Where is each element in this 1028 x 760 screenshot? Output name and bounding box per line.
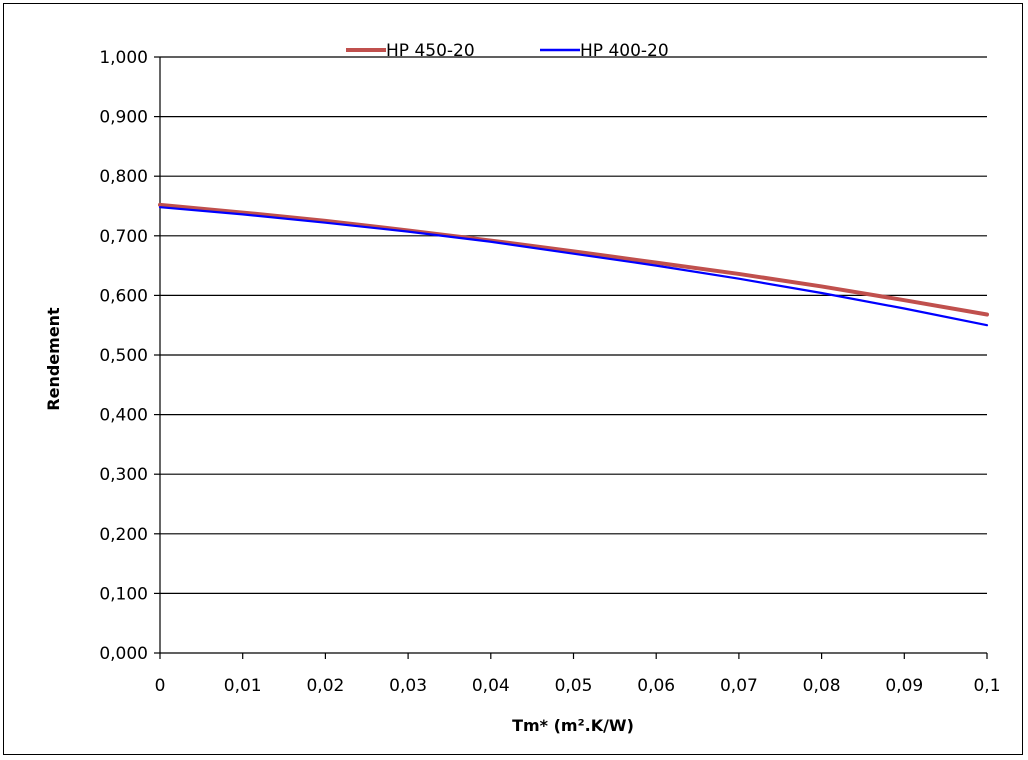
x-tick-label: 0,01 [224,676,262,696]
legend: HP 450-20 HP 400-20 [346,41,669,61]
x-tick-label: 0,09 [885,676,923,696]
x-tick-label: 0,1 [973,676,1000,696]
y-axis-title: Rendement [44,307,63,411]
y-tick-label: 0,900 [99,108,148,128]
legend-label-2: HP 400-20 [580,41,669,61]
y-tick-label: 0,200 [99,525,148,545]
x-tick-label: 0 [155,676,166,696]
x-tick-label: 0,08 [803,676,841,696]
y-tick-label: 0,400 [99,406,148,426]
grid-lines [160,56,987,595]
series-line-1 [158,202,989,317]
y-tick-label: 0,600 [99,286,148,306]
series-lines [158,202,989,327]
x-tick-label: 0,05 [555,676,593,696]
y-tick-label: 0,000 [99,644,148,664]
y-tick-label: 0,800 [99,167,148,187]
x-tick-label: 0,06 [637,676,675,696]
legend-label-1: HP 450-20 [386,41,475,61]
y-tick-labels: 0,000 0,100 0,200 0,300 0,400 0,500 0,600 0,700… [99,48,148,664]
chart-area: 0,000 0,100 0,200 0,300 0,400 0,500 0,600 0,700… [3,3,1023,755]
x-tick-label: 0,02 [306,676,344,696]
y-tick-label: 0,700 [99,227,148,247]
x-tick-label: 0,07 [720,676,758,696]
line-chart: 0,000 0,100 0,200 0,300 0,400 0,500 0,600 0,700… [44,41,1001,735]
y-tick-label: 1,000 [99,48,148,68]
x-tick-label: 0,04 [472,676,510,696]
y-tick-label: 0,100 [99,584,148,604]
x-tick-labels: 0 0,01 0,02 0,03 0,04 0,05 0,06 0,07 0,08 0,09 0,1 [155,676,1001,696]
x-axis-title: Tm* (m².K/W) [512,716,634,735]
y-tick-label: 0,500 [99,346,148,366]
axes [154,56,988,659]
y-tick-label: 0,300 [99,465,148,485]
x-tick-label: 0,03 [389,676,427,696]
series-line-2 [158,206,989,327]
